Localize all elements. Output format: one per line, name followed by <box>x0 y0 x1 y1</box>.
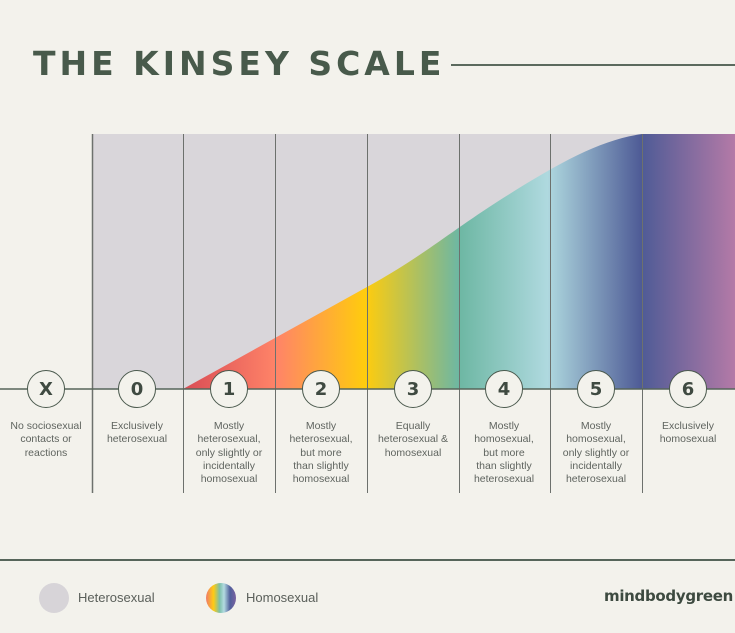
scale-marker-3: 3 <box>394 370 432 408</box>
scale-marker-5: 5 <box>577 370 615 408</box>
legend-label-homosexual: Homosexual <box>246 590 319 605</box>
scale-description-1: Mostly heterosexual, only slightly or in… <box>195 420 263 486</box>
scale-marker-0: 0 <box>118 370 156 408</box>
scale-description-3: Equally heterosexual & homosexual <box>377 420 449 459</box>
scale-description-x: No sociosexual contacts or reactions <box>10 420 82 459</box>
scale-description-5: Mostly homosexual, only slightly or inci… <box>562 420 630 486</box>
scale-marker-x: X <box>27 370 65 408</box>
legend-label-heterosexual: Heterosexual <box>78 590 155 605</box>
title-rule <box>451 64 735 66</box>
scale-marker-6: 6 <box>669 370 707 408</box>
scale-description-6: Exclusively homosexual <box>659 420 717 446</box>
scale-description-2: Mostly heterosexual, but more than sligh… <box>289 420 353 486</box>
scale-marker-1: 1 <box>210 370 248 408</box>
footer-divider <box>0 559 735 561</box>
kinsey-chart <box>0 134 735 493</box>
page-title: THE KINSEY SCALE <box>33 44 446 83</box>
scale-description-0: Exclusively heterosexual <box>106 420 168 446</box>
scale-description-4: Mostly homosexual, but more than slightl… <box>473 420 535 486</box>
brand-logo: mindbodygreen <box>604 587 734 605</box>
scale-marker-4: 4 <box>485 370 523 408</box>
homosexual-swatch-icon <box>206 583 236 613</box>
column-dividers <box>91 134 643 493</box>
heterosexual-swatch-icon <box>39 583 69 613</box>
scale-marker-2: 2 <box>302 370 340 408</box>
